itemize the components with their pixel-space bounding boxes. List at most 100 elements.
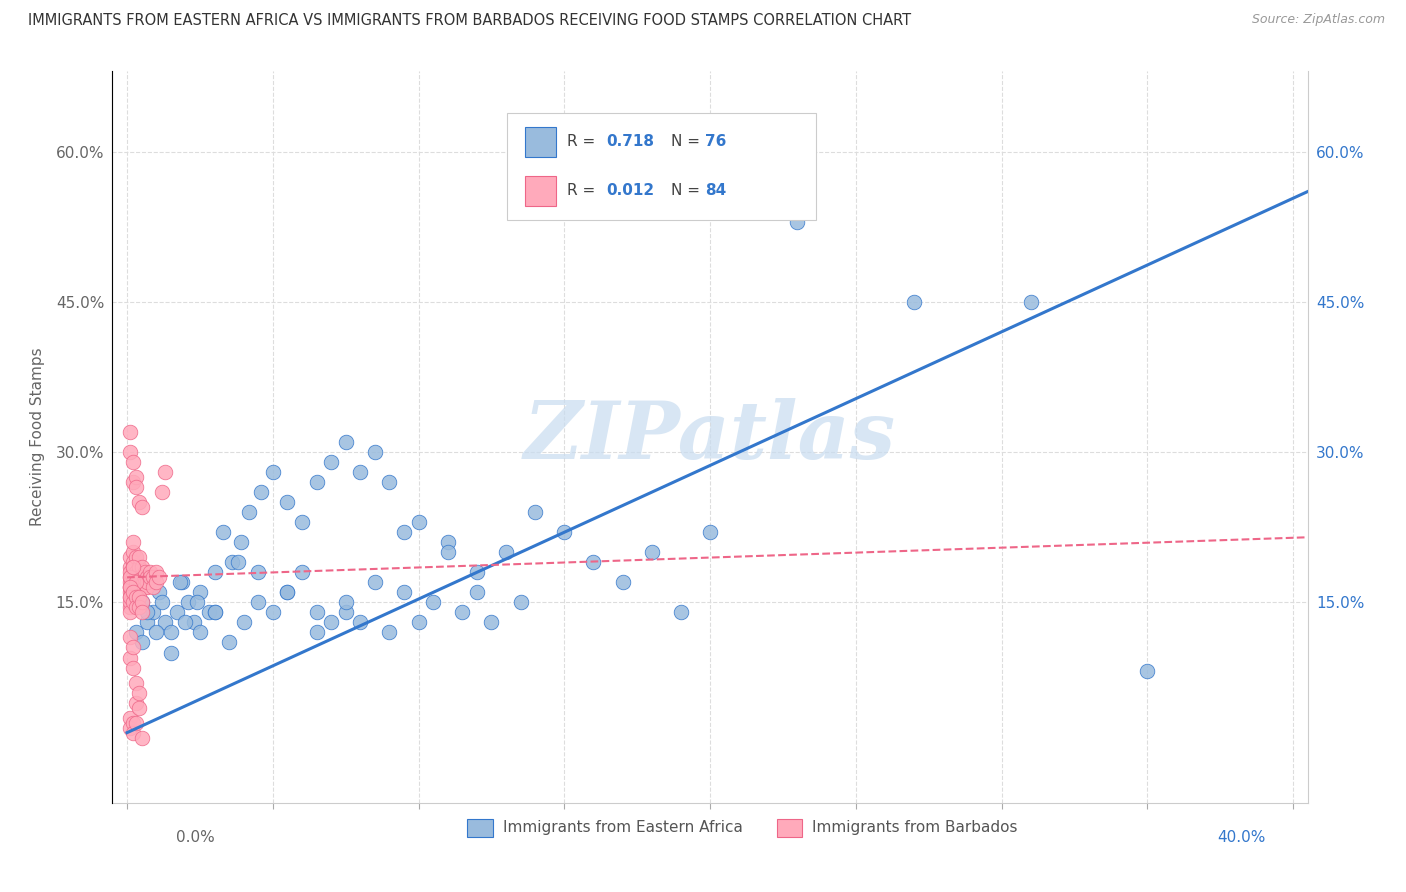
Point [125,696,148,710]
Point [553,525,575,540]
Point [262,465,284,479]
Y-axis label: Receiving Food Stamps: Receiving Food Stamps [30,348,45,526]
Point [335,606,357,620]
Point [122,535,145,549]
Point [212,525,235,540]
Point [131,560,153,574]
Point [122,560,145,574]
Point [128,700,150,714]
Point [125,675,148,690]
Point [134,580,156,594]
Point [221,555,243,569]
Point [153,615,176,630]
Point [408,615,430,630]
Point [436,545,458,559]
Point [125,570,148,584]
Point [122,595,145,609]
Point [118,711,141,725]
Point [481,615,503,630]
Text: R =: R = [567,135,600,149]
Point [166,606,188,620]
Point [122,455,145,469]
Point [291,515,314,529]
Point [238,505,260,519]
Point [495,545,517,559]
Point [118,560,141,574]
Point [145,575,167,590]
Text: 40.0%: 40.0% [1218,830,1265,845]
Point [139,570,162,584]
Point [229,535,252,549]
Point [177,595,200,609]
Point [136,615,159,630]
Point [169,575,191,590]
Point [122,580,145,594]
Point [183,615,205,630]
Point [509,595,531,609]
Point [148,570,170,584]
Point [305,606,328,620]
Point [465,585,488,599]
Point [291,566,314,580]
Point [685,179,707,194]
Point [1019,294,1042,309]
Point [118,570,141,584]
Point [136,606,159,620]
Point [125,470,148,484]
Point [118,445,141,459]
Point [125,550,148,565]
Point [125,566,148,580]
Point [148,585,170,599]
Point [118,595,141,609]
Point [305,625,328,640]
Point [247,566,270,580]
Point [250,485,273,500]
Point [364,445,387,459]
Point [436,535,458,549]
Point [118,721,141,735]
Point [139,566,162,580]
Point [204,566,226,580]
Point [524,505,547,519]
Point [226,555,249,569]
Point [159,646,181,660]
Point [128,685,150,699]
Point [122,585,145,599]
Point [125,480,148,494]
Point [247,595,270,609]
Point [118,591,141,605]
Point [145,625,167,640]
Text: N =: N = [671,135,704,149]
Point [128,570,150,584]
Point [122,660,145,674]
Point [128,591,150,605]
Point [204,606,226,620]
Text: ZIPatlas: ZIPatlas [524,399,896,475]
Point [125,715,148,730]
Point [378,625,401,640]
Point [128,495,150,509]
Point [125,625,148,640]
Point [118,580,141,594]
Point [172,575,194,590]
Point [118,600,141,615]
Point [582,555,605,569]
Point [136,575,159,590]
Point [451,606,474,620]
Point [136,580,159,594]
Point [188,625,211,640]
Point [335,595,357,609]
Point [392,525,415,540]
Point [131,500,153,515]
Point [699,525,721,540]
Point [364,575,387,590]
Point [128,560,150,574]
Point [134,566,156,580]
Point [186,595,208,609]
Point [131,635,153,649]
Point [118,580,141,594]
Point [276,585,298,599]
Text: N =: N = [671,184,704,198]
Point [408,515,430,529]
Point [118,580,141,594]
